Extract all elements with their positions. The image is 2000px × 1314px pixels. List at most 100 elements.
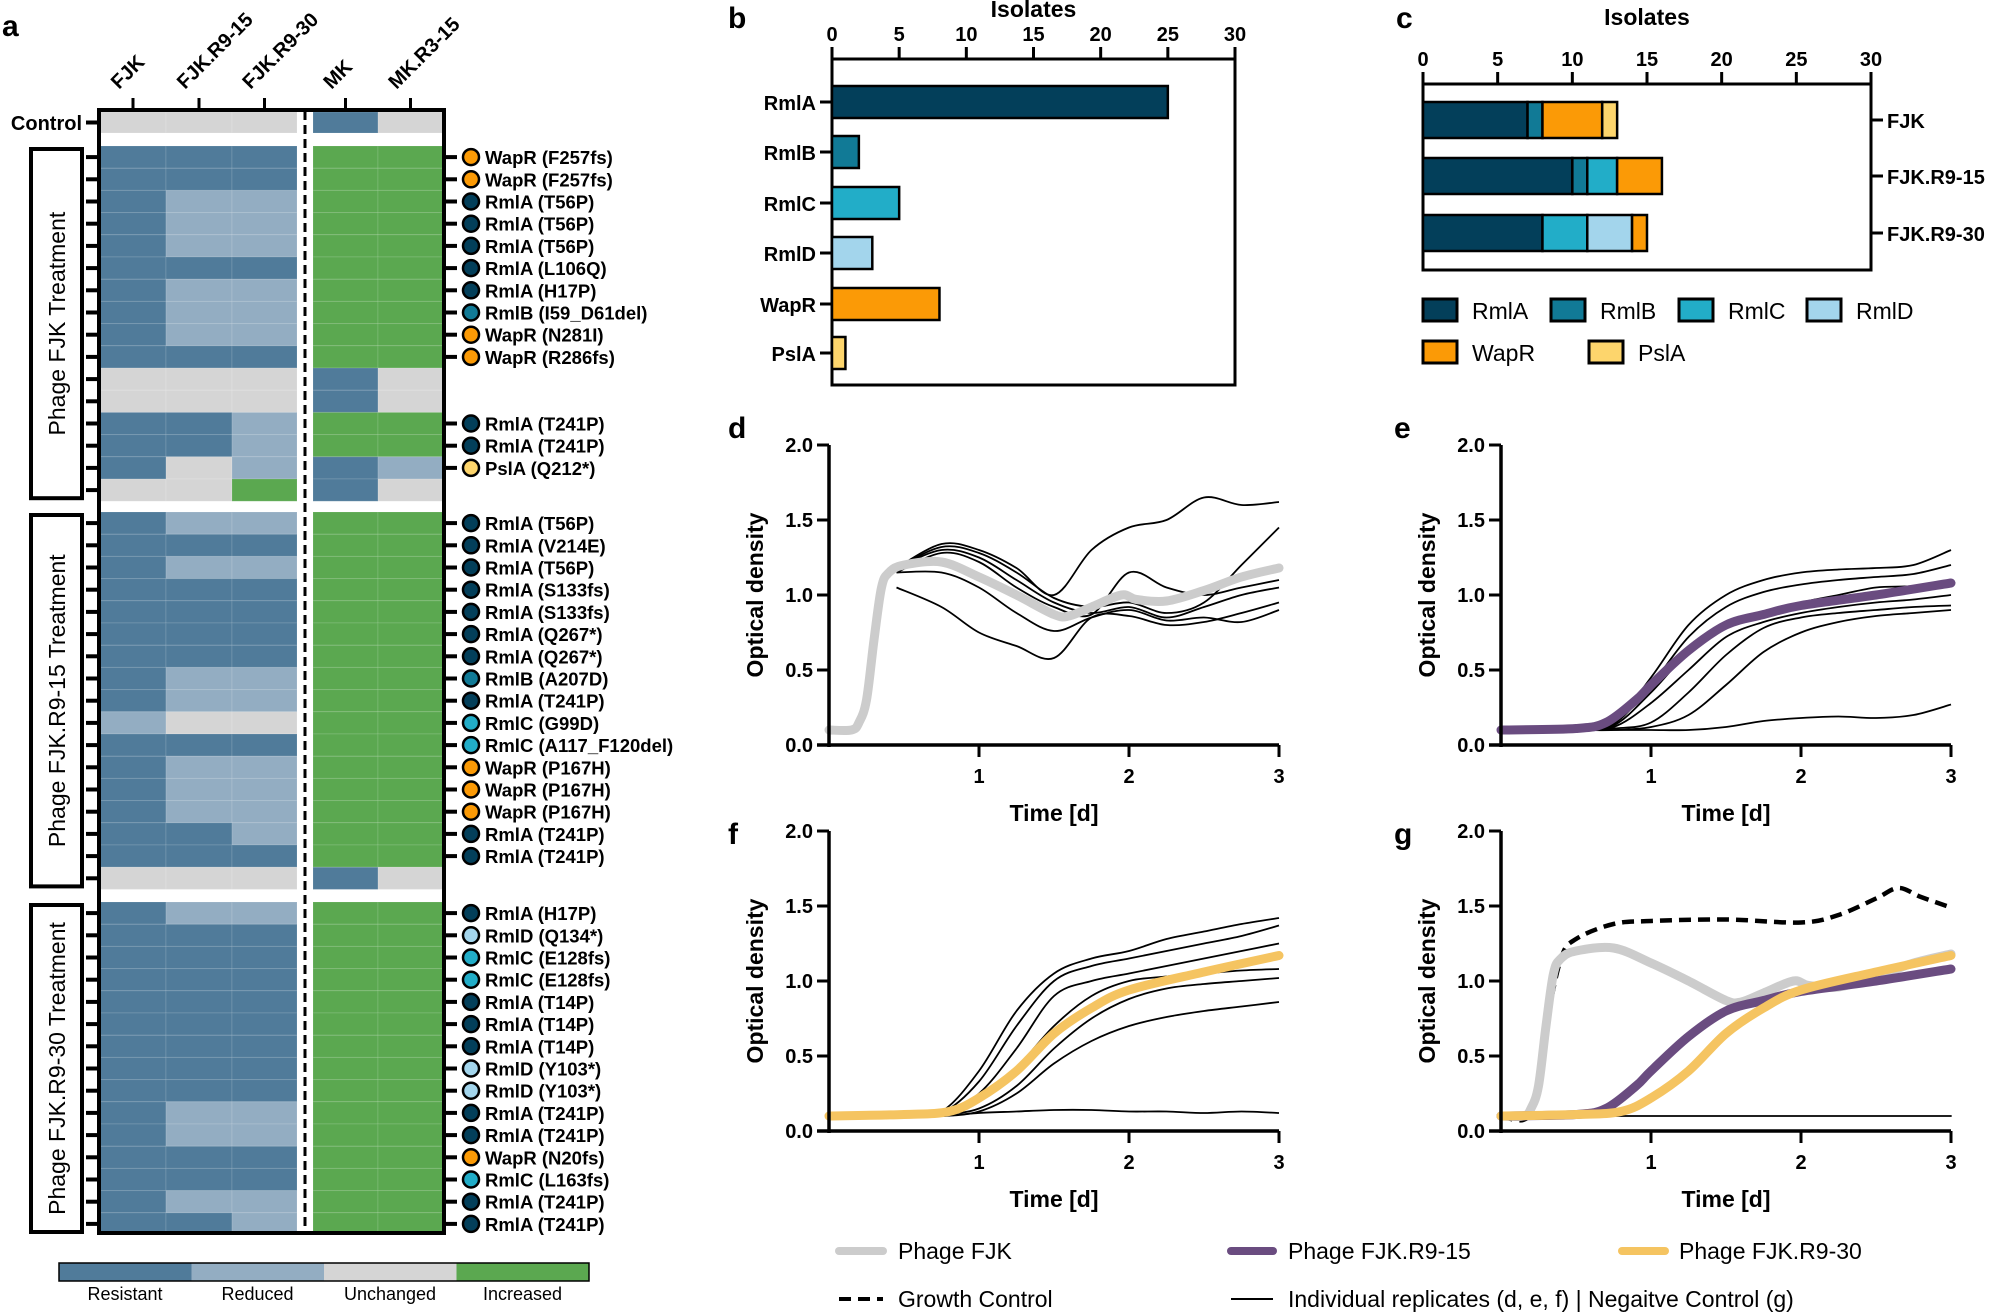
gene-marker-wapr — [461, 147, 481, 167]
heatmap-cell-resistant — [312, 389, 379, 413]
y-tick-label: RmlC — [764, 194, 816, 216]
mutation-label: WapR (F257fs) — [485, 169, 613, 190]
replicate-line — [829, 1001, 1280, 1118]
mutation-label: WapR (R286fs) — [485, 347, 615, 368]
heatmap-cell-resistant — [99, 167, 167, 191]
heatmap-cell-unchanged — [99, 389, 167, 413]
heatmap-row: WapR (F257fs) — [86, 167, 613, 191]
heatmap-row: RmlA (T56P) — [86, 189, 594, 214]
heatmap-cell-increased — [377, 555, 444, 580]
heatmap-cell-reduced — [165, 755, 233, 779]
gene-marker-rmla — [461, 558, 481, 577]
group-label-phage-fjk-treatment: Phage FJK Treatment — [44, 211, 70, 435]
heatmap-row: RmlC (A117_F120del) — [86, 733, 673, 757]
replicate-line — [896, 586, 1280, 660]
x-tick-label: 15 — [1022, 24, 1044, 46]
heatmap-cell-increased — [312, 733, 379, 757]
control-row-label: Control — [11, 113, 82, 135]
panel-label-e: e — [1394, 412, 1411, 445]
heatmap-cell-increased — [312, 777, 379, 802]
heatmap-cell-resistant — [99, 345, 167, 369]
heatmap-row: RmlA (V214E) — [86, 533, 606, 557]
mutation-label: RmlA (T241P) — [485, 1125, 605, 1146]
mutation-label: RmlA (T56P) — [485, 513, 594, 534]
x-axis-title: Time [d] — [1681, 800, 1770, 826]
heatmap-cell-increased — [312, 145, 379, 169]
heatmap-cell-reduced — [165, 300, 233, 325]
x-tick-label: 1 — [1645, 1152, 1656, 1174]
y-tick-label: 0.5 — [1457, 1046, 1485, 1068]
x-tick-label: 3 — [1945, 766, 1956, 788]
y-tick-label: RmlD — [764, 244, 816, 266]
legend-swatch-reduced — [191, 1263, 324, 1281]
gene-marker-wapr — [461, 347, 481, 367]
gene-marker-rmla — [461, 846, 481, 866]
heatmap-cell-increased — [312, 800, 379, 824]
heatmap-cell-resistant — [99, 1101, 167, 1125]
y-tick-label: FJK.R9-30 — [1887, 224, 1985, 246]
heatmap-cell-resistant — [99, 1012, 167, 1036]
heatmap-cell-reduced — [231, 777, 298, 802]
heatmap-cell-resistant — [312, 478, 379, 502]
legend-item-phage-fjk-r9-30: Phage FJK.R9-30 — [1618, 1238, 1862, 1264]
heatmap-cell-resistant — [99, 901, 167, 925]
heatmap-cell-reduced — [165, 1101, 233, 1125]
heatmap-cell-increased — [312, 345, 379, 369]
y-tick-label: 0.0 — [785, 1121, 813, 1143]
y-axis-title: Optical density — [742, 512, 768, 677]
heatmap-cell-unchanged — [377, 111, 444, 134]
heatmap-cell-increased — [377, 600, 444, 624]
heatmap-cell-increased — [312, 1056, 379, 1081]
heatmap-cell-reduced — [165, 777, 233, 802]
mutation-label: RmlA (S133fs) — [485, 580, 610, 601]
heatmap-cell-resistant — [231, 1145, 298, 1169]
heatmap-cell-resistant — [99, 1034, 167, 1058]
heatmap-cell-resistant — [165, 145, 233, 169]
heatmap-cell-resistant — [165, 822, 233, 846]
heatmap-row-unlabeled — [86, 389, 444, 413]
legend-swatch — [1587, 339, 1625, 365]
heatmap-cell-reduced — [231, 822, 298, 846]
mutation-label: RmlA (H17P) — [485, 280, 596, 301]
heatmap-cell-increased — [231, 478, 298, 502]
gene-marker-wapr — [461, 802, 481, 821]
heatmap-cell-resistant — [231, 1034, 298, 1058]
heatmap-cell-resistant — [99, 968, 167, 992]
mutation-label: RmlA (V214E) — [485, 535, 606, 556]
heatmap-cell-reduced — [377, 456, 444, 480]
gene-marker-rmla — [461, 1037, 481, 1056]
x-axis-title: Time [d] — [1009, 800, 1098, 826]
heatmap-cell-increased — [377, 689, 444, 713]
mutation-label: RmlA (T241P) — [485, 436, 605, 457]
stacked-bar-chart-c: 0 5 10 15 20 25 30 Isolates FJK FJK.R9-15 FJK.R9-3… — [1417, 4, 1984, 366]
heatmap-cell-increased — [377, 666, 444, 691]
heatmap-cell-increased — [377, 777, 444, 802]
heatmap-row: RmlA (T14P) — [86, 1034, 594, 1058]
heatmap-cell-resistant — [165, 990, 233, 1014]
heatmap-row-unlabeled — [86, 866, 444, 890]
heatmap-cell-resistant — [165, 411, 233, 436]
heatmap-cell-unchanged — [99, 367, 167, 391]
gene-marker-rmla — [461, 1192, 481, 1211]
heatmap-cell-unchanged — [99, 478, 167, 502]
legend-label: Growth Control — [898, 1286, 1053, 1312]
heatmap-cell-resistant — [99, 1123, 167, 1147]
heatmap-cell-resistant — [231, 145, 298, 169]
heatmap-cell-reduced — [231, 689, 298, 713]
gene-marker-rmld — [461, 1059, 481, 1078]
heatmap-cell-reduced — [231, 212, 298, 236]
bar-segment-rmlb — [1526, 100, 1544, 140]
heatmap-cell-unchanged — [165, 367, 233, 391]
y-tick-label: 0.0 — [1457, 735, 1485, 757]
heatmap-cell-resistant — [165, 256, 233, 280]
heatmap-cell-increased — [377, 411, 444, 436]
gene-marker-rmlb — [461, 669, 481, 688]
series-line-phage-fjk-r9-15 — [1496, 964, 1956, 1121]
legend-label: Reduced — [221, 1284, 293, 1304]
y-tick-label: 1.5 — [785, 896, 813, 918]
y-tick-label: 0.0 — [1457, 1121, 1485, 1143]
heatmap-cell-reduced — [231, 555, 298, 580]
gene-marker-rmld — [461, 1081, 481, 1100]
gene-marker-rmla — [461, 513, 481, 533]
heatmap-cell-resistant — [99, 1190, 167, 1214]
